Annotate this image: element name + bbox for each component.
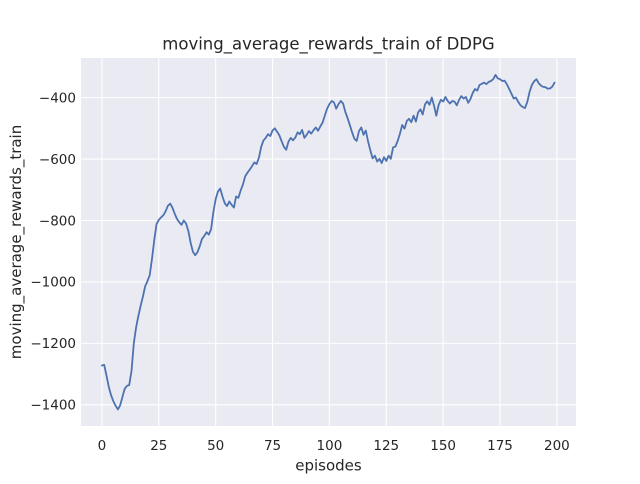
reward-line [101,74,556,411]
x-tick-label: 0 [98,438,107,454]
data-series [101,74,556,411]
y-tick-label: −1400 [30,398,76,414]
y-tick-label: −1000 [30,275,76,291]
x-tick-label: 25 [150,438,167,454]
y-tick-labels: −400 −600 −800 −1000 −1200 −1400 [30,90,76,413]
y-axis-label: moving_average_rewards_train [7,125,26,359]
x-tick-label: 125 [373,438,399,454]
x-tick-label: 100 [317,438,343,454]
x-tick-label: 200 [544,438,570,454]
x-axis-label: episodes [295,457,362,475]
x-tick-label: 150 [430,438,456,454]
y-tick-label: −600 [39,152,76,168]
x-tick-label: 175 [487,438,513,454]
chart-title: moving_average_rewards_train of DDPG [162,35,494,55]
y-tick-label: −800 [39,213,76,229]
plot-area [81,58,576,426]
y-tick-label: −400 [39,90,76,106]
x-tick-label: 75 [264,438,281,454]
x-tick-labels: 0 25 50 75 100 125 150 175 200 [98,438,570,454]
gridlines [81,58,576,426]
x-tick-label: 50 [207,438,224,454]
y-tick-label: −1200 [30,336,76,352]
